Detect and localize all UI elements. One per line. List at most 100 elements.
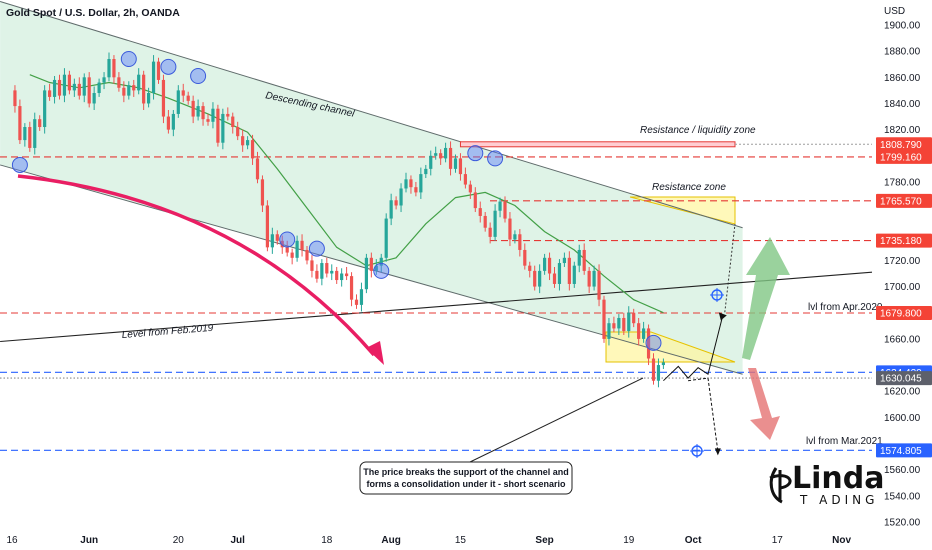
candle: [13, 90, 17, 107]
candle: [597, 270, 601, 300]
level-apr2020-label: lvl from Apr.2020: [808, 302, 883, 313]
price-tick-label: 1900.00: [884, 21, 921, 32]
price-tag: 1735.180: [876, 233, 932, 248]
candle: [513, 234, 517, 240]
candle: [107, 59, 111, 78]
candle: [572, 265, 576, 284]
logo-main-text: Linda: [792, 461, 884, 496]
candle: [439, 153, 443, 159]
candle: [132, 85, 136, 91]
price-tick-label: 1820.00: [884, 125, 921, 136]
candle: [602, 299, 606, 339]
price-tag-label: 1808.790: [880, 140, 922, 151]
time-tick-label: Oct: [685, 535, 702, 546]
candle: [642, 328, 646, 339]
currency-label: USD: [884, 6, 905, 17]
price-tick-label: 1540.00: [884, 491, 921, 502]
touch-point-circle: [487, 150, 504, 167]
candle: [651, 358, 656, 381]
candle: [211, 108, 215, 122]
candle: [409, 179, 413, 188]
callout-box: [359, 461, 573, 495]
candle: [285, 247, 289, 253]
price-tag-bg: [876, 443, 932, 458]
resistance-liquidity-label: Resistance / liquidity zone: [640, 125, 756, 136]
touch-point-circle: [11, 156, 28, 173]
candle: [295, 240, 299, 258]
candle: [543, 257, 547, 271]
price-tick-label: 1600.00: [884, 413, 921, 424]
candle: [637, 323, 641, 339]
candle: [156, 61, 161, 80]
candle: [315, 270, 319, 279]
touch-point-circle: [467, 145, 484, 162]
time-tick-label: 19: [623, 535, 635, 546]
touch-point-circle: [279, 231, 296, 248]
candle: [488, 227, 492, 237]
projection-long-path: [663, 315, 724, 382]
candle: [523, 249, 527, 266]
callout-line-2: forms a consolidation under it - short s…: [366, 479, 566, 489]
candle: [646, 328, 651, 359]
price-tag-bg: [876, 149, 932, 164]
candle: [280, 240, 284, 248]
candle: [33, 119, 37, 148]
pink-arrowhead: [366, 341, 384, 365]
candle: [661, 362, 665, 366]
red-down-arrow: [748, 368, 780, 440]
candle: [364, 257, 368, 290]
price-tag-bg: [876, 233, 932, 248]
candle: [196, 106, 200, 117]
time-tick-label: 17: [772, 535, 784, 546]
price-tag: 1765.570: [876, 193, 932, 208]
price-tick-label: 1520.00: [884, 518, 921, 529]
candle: [533, 270, 537, 287]
price-tag-label: 1765.570: [880, 196, 922, 207]
candle: [176, 90, 180, 114]
price-tag-bg: [876, 371, 932, 386]
time-tick-label: Aug: [381, 535, 400, 546]
candle: [72, 83, 76, 91]
candle: [38, 119, 42, 128]
candle: [186, 95, 190, 101]
candle: [577, 249, 581, 266]
candle: [656, 365, 661, 381]
candle: [57, 79, 62, 96]
candle: [582, 249, 586, 271]
candle: [255, 158, 260, 180]
time-tick-label: 15: [455, 535, 467, 546]
touch-point-circle: [308, 240, 325, 257]
candle: [206, 119, 210, 122]
candle: [349, 276, 354, 300]
price-tag-label: 1574.805: [880, 446, 922, 457]
candle: [448, 147, 453, 169]
candle: [82, 77, 86, 96]
candle: [414, 187, 418, 193]
candle: [473, 192, 477, 209]
price-tick-label: 1660.00: [884, 334, 921, 345]
short-arrowhead: [714, 448, 721, 456]
touch-point-circle: [645, 334, 662, 351]
candle: [67, 74, 71, 91]
level-mar2021-label: lvl from Mar.2021: [806, 436, 883, 447]
candle: [478, 208, 482, 216]
candle: [622, 317, 626, 332]
candle: [483, 215, 487, 228]
candle: [191, 100, 195, 117]
touch-point-circle: [190, 68, 207, 85]
candle: [231, 116, 235, 128]
level-feb2019-label: Level from Feb.2019: [121, 323, 214, 341]
candle: [552, 273, 557, 284]
time-tick-label: Sep: [535, 535, 553, 546]
candle: [379, 257, 383, 266]
candle: [23, 127, 27, 141]
price-tag: 1808.790: [876, 137, 932, 152]
price-tag: 1574.805: [876, 443, 932, 458]
candle: [607, 323, 611, 339]
candle: [147, 93, 151, 104]
price-tick-label: 1880.00: [884, 47, 921, 58]
price-tick-label: 1700.00: [884, 282, 921, 293]
price-tag: 1630.045: [876, 371, 932, 386]
